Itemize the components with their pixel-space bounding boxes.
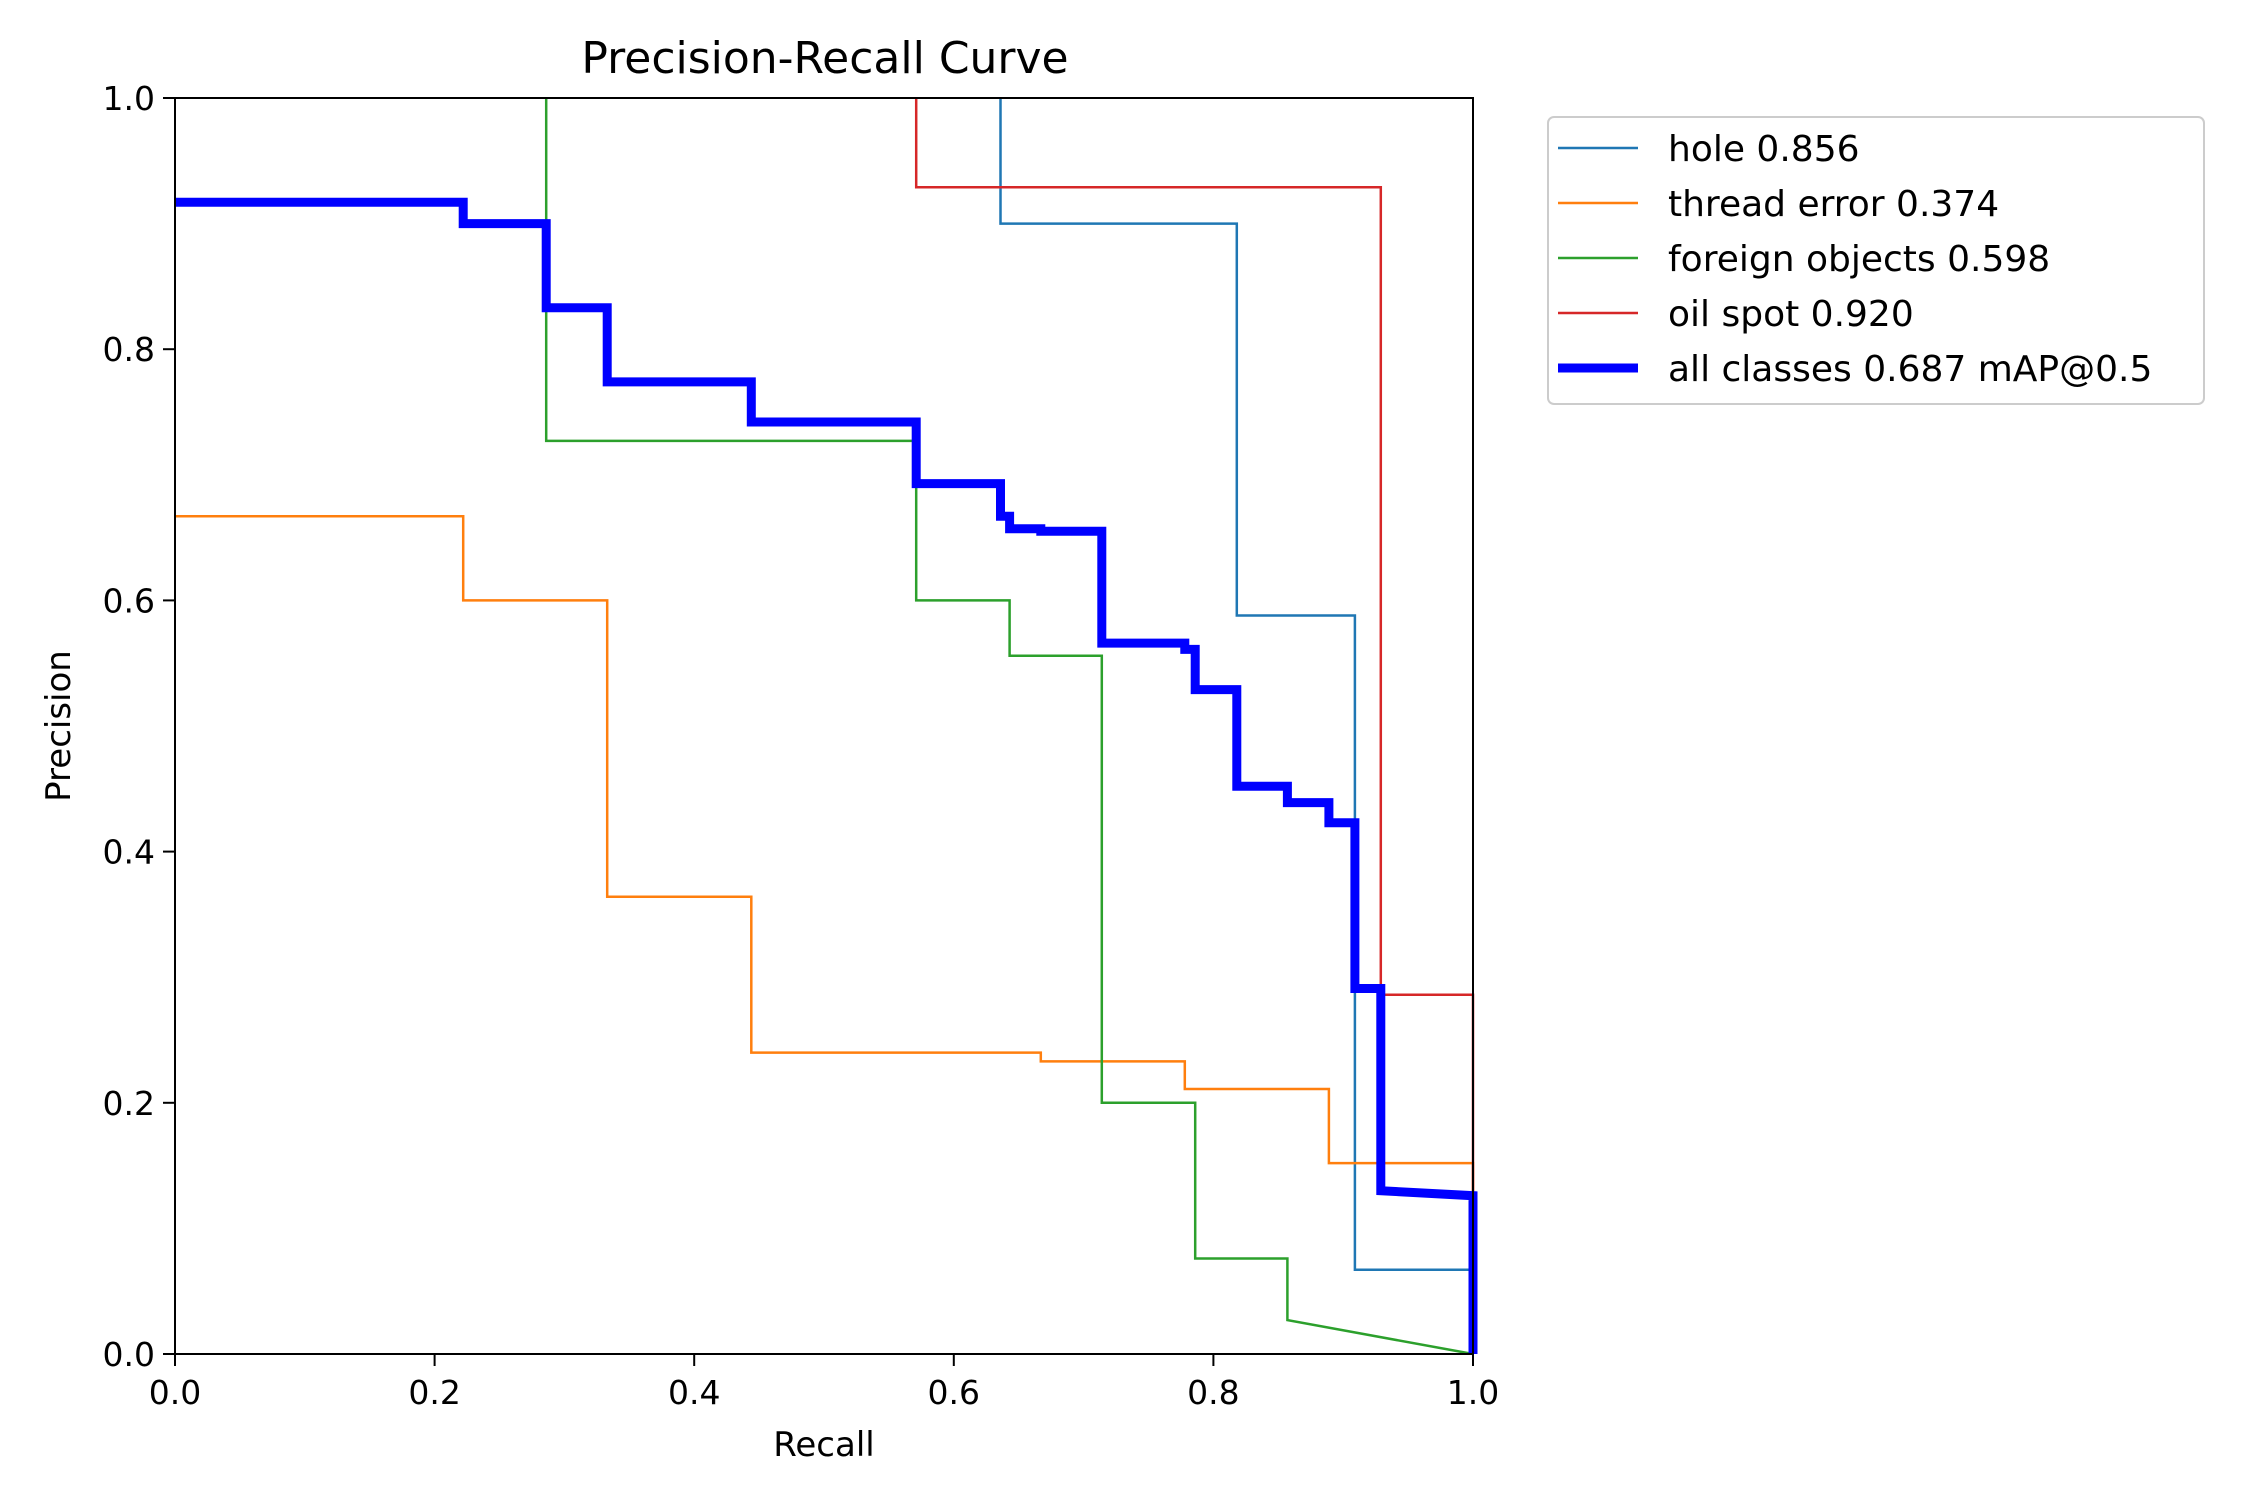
y-tick-label: 0.0 — [103, 1335, 155, 1374]
legend-box — [1547, 116, 2205, 405]
legend-label-1: thread error 0.374 — [1668, 184, 1999, 225]
x-tick-label: 0.0 — [149, 1373, 201, 1412]
series-layer — [175, 98, 1478, 1356]
y-tick-label: 0.6 — [103, 581, 155, 620]
legend-label-0: hole 0.856 — [1668, 129, 1860, 170]
legend: hole 0.856 thread error 0.374 foreign obje… — [1547, 116, 2205, 405]
x-axis-label: Recall — [773, 1425, 874, 1465]
legend-label-4: all classes 0.687 mAP@0.5 — [1668, 349, 2152, 390]
x-tick-label: 0.8 — [1187, 1373, 1239, 1412]
legend-label-2: foreign objects 0.598 — [1668, 239, 2050, 280]
plot-frame — [174, 97, 1474, 1355]
y-axis-label: Precision — [39, 650, 79, 802]
x-axis-ticks: 0.0 0.2 0.4 0.6 0.8 1.0 — [149, 1354, 1499, 1412]
series-line-0 — [999, 98, 1475, 1354]
series-line-1 — [175, 514, 1475, 1354]
x-tick-label: 0.4 — [668, 1373, 720, 1412]
y-tick-label: 1.0 — [103, 79, 155, 118]
series-line-4 — [175, 197, 1478, 1354]
y-tick-label: 0.2 — [103, 1084, 155, 1123]
chart-title: Precision-Recall Curve — [581, 33, 1068, 84]
y-axis-ticks: 0.0 0.2 0.4 0.6 0.8 1.0 — [103, 79, 175, 1374]
x-tick-label: 0.6 — [928, 1373, 980, 1412]
x-tick-label: 1.0 — [1447, 1373, 1499, 1412]
x-tick-label: 0.2 — [408, 1373, 460, 1412]
y-tick-label: 0.8 — [103, 330, 155, 369]
y-tick-label: 0.4 — [103, 833, 155, 872]
legend-label-3: oil spot 0.920 — [1668, 294, 1914, 335]
